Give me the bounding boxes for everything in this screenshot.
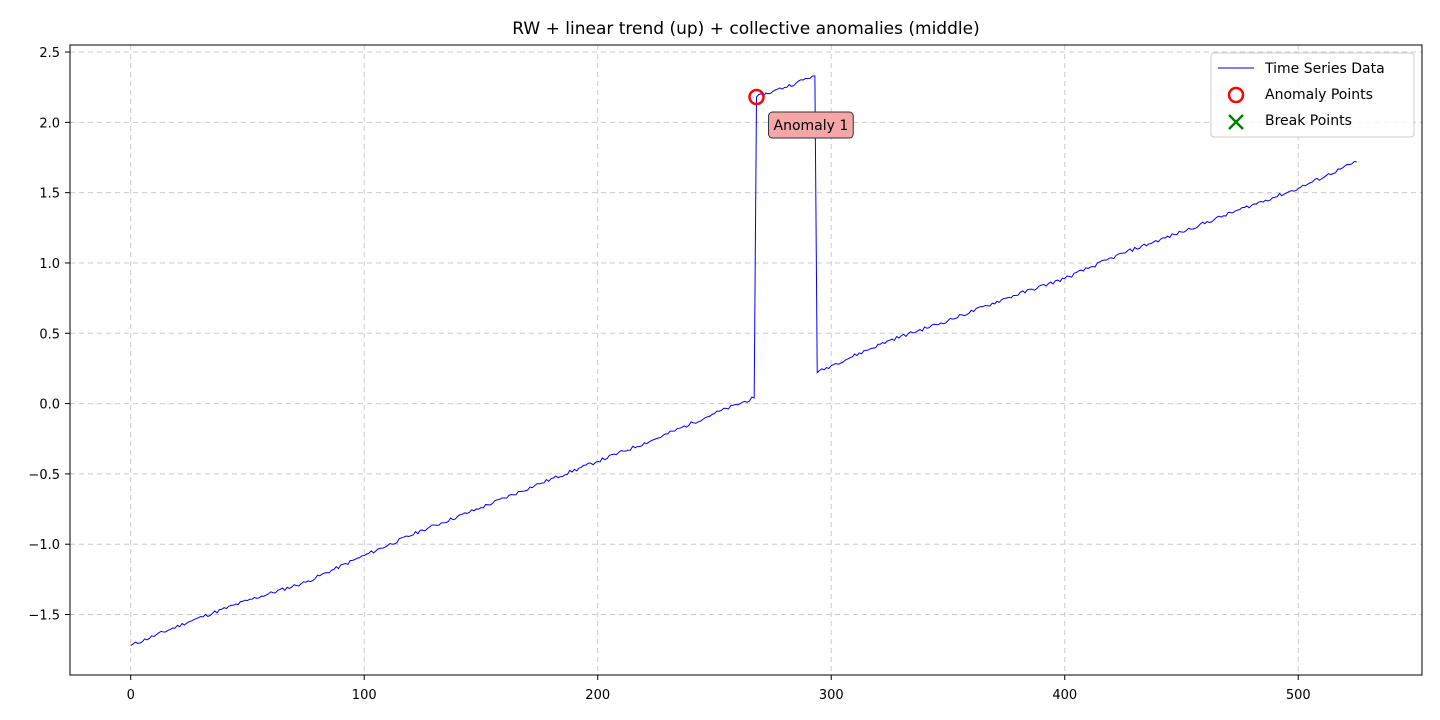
legend-frame: [1210, 52, 1415, 138]
y-tick-label: 2.5: [39, 46, 60, 61]
y-tick-label: 1.5: [39, 187, 60, 202]
x-tick-label: 100: [352, 688, 377, 703]
x-tick-label: 0: [127, 688, 135, 703]
x-tick-label: 300: [819, 688, 844, 703]
legend-label-break: Break Points: [1265, 113, 1352, 129]
legend-anomaly-swatch: [1227, 86, 1245, 104]
legend-break-swatch: [1228, 114, 1244, 130]
grid: [70, 45, 1422, 675]
legend-label-anomaly: Anomaly Points: [1265, 87, 1373, 103]
annotation-box: [768, 111, 854, 139]
x-tick-label: 500: [1286, 688, 1311, 703]
annotation-label: Anomaly 1: [774, 118, 849, 134]
marker-layer: [748, 88, 765, 106]
legend: Time Series Data Anomaly Points Break Po…: [1210, 52, 1415, 138]
y-tick-label: 0.0: [39, 398, 60, 413]
legend-label-series: Time Series Data: [1264, 61, 1385, 77]
y-tick-label: −1.0: [28, 538, 60, 553]
y-tick-label: 0.5: [39, 327, 60, 342]
x-tick-label: 200: [585, 688, 610, 703]
plot-frame: [69, 44, 1423, 676]
y-tick-label: 2.0: [39, 116, 60, 131]
y-tick-label: −0.5: [28, 468, 60, 483]
y-tick-label: −1.5: [28, 609, 60, 624]
anomaly-point: [748, 88, 765, 106]
y-tick-label: 1.0: [39, 257, 60, 272]
annotation-layer: Anomaly 1: [768, 111, 854, 139]
chart-title: RW + linear trend (up) + collective anom…: [512, 19, 979, 39]
series-line: [130, 75, 1357, 646]
x-tick-label: 400: [1052, 688, 1077, 703]
axes: 0 100 200 300 400 500 −1.5 −1.0 −0.5 0.0 0.5 1.0 1.5…: [28, 46, 1310, 703]
series-layer: [130, 75, 1357, 646]
